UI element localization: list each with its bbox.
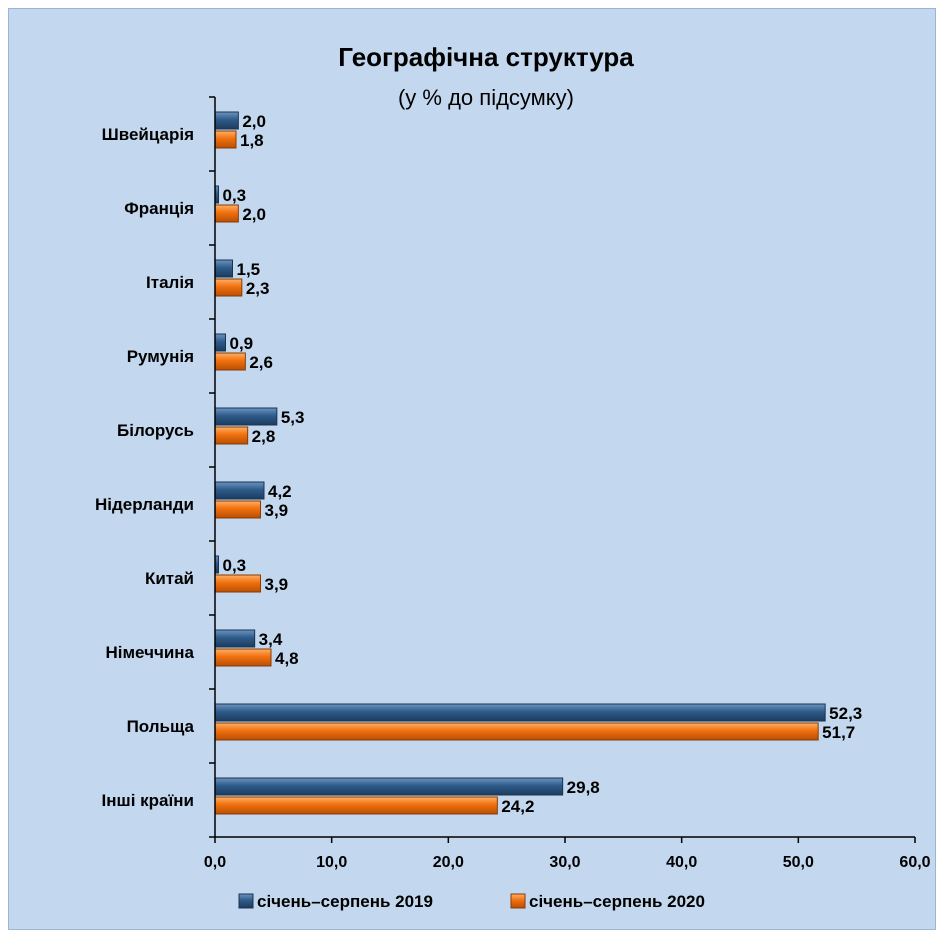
x-tick-label: 30,0	[549, 854, 580, 871]
bar-series-2020	[214, 204, 239, 223]
data-label: 1,5	[237, 260, 261, 279]
data-label: 2,0	[242, 205, 266, 224]
bar-series-2019	[214, 777, 564, 796]
bar-series-2020	[214, 278, 243, 297]
bar-series-2020	[214, 648, 272, 667]
x-tick-label: 60,0	[899, 854, 930, 871]
x-tick-label: 20,0	[433, 854, 464, 871]
category-label: Швейцарія	[102, 125, 194, 144]
x-tick-label: 40,0	[666, 854, 697, 871]
bar-series-2019	[214, 481, 265, 500]
chart-frame: Географічна структура (у % до підсумку) …	[8, 8, 936, 930]
bar-series-2020	[214, 500, 261, 519]
bar-series-2020	[214, 722, 819, 741]
category-label: Білорусь	[117, 421, 194, 440]
legend-label: січень–серпень 2020	[529, 892, 705, 911]
bar-series-2019	[214, 333, 226, 352]
bar-series-2020	[214, 130, 237, 149]
category-label: Франція	[124, 199, 194, 218]
legend-swatch	[510, 893, 526, 909]
category-label: Польща	[127, 717, 195, 736]
x-tick-label: 0,0	[204, 854, 226, 871]
chart-subtitle: (у % до підсумку)	[398, 85, 574, 110]
data-label: 1,8	[240, 131, 264, 150]
bar-series-2019	[214, 407, 278, 426]
bar-series-2020	[214, 426, 249, 445]
data-label: 4,8	[275, 649, 299, 668]
data-label: 3,9	[265, 501, 289, 520]
category-label: Італія	[146, 273, 194, 292]
category-label: Інші країни	[102, 791, 194, 810]
legend-label: січень–серпень 2019	[257, 892, 433, 911]
legend: січень–серпень 2019 січень–серпень 2020	[238, 892, 705, 911]
category-label: Нідерланди	[95, 495, 194, 514]
category-label: Німеччина	[105, 643, 194, 662]
data-label: 0,3	[223, 556, 247, 575]
bar-series-2020	[214, 352, 246, 371]
data-label: 4,2	[268, 482, 292, 501]
data-label: 2,6	[249, 353, 273, 372]
plot-area: Швейцарія2,01,8Франція0,32,0Італія1,52,3…	[95, 96, 931, 871]
chart-title: Географічна структура	[338, 42, 634, 72]
data-label: 29,8	[567, 778, 600, 797]
bar-series-2019	[214, 703, 826, 722]
data-label: 5,3	[281, 408, 305, 427]
data-label: 24,2	[501, 797, 534, 816]
data-label: 2,8	[252, 427, 276, 446]
x-tick-label: 50,0	[783, 854, 814, 871]
data-label: 0,9	[230, 334, 254, 353]
data-label: 0,3	[223, 186, 247, 205]
bar-chart: Географічна структура (у % до підсумку) …	[95, 42, 931, 911]
bar-series-2020	[214, 796, 498, 815]
data-label: 2,3	[246, 279, 270, 298]
data-label: 3,9	[265, 575, 289, 594]
bar-series-2019	[214, 259, 233, 278]
legend-swatch	[238, 893, 254, 909]
x-tick-label: 10,0	[316, 854, 347, 871]
data-label: 2,0	[242, 112, 266, 131]
data-label: 51,7	[822, 723, 855, 742]
bar-series-2020	[214, 574, 261, 593]
category-label: Румунія	[127, 347, 194, 366]
data-label: 3,4	[259, 630, 283, 649]
data-label: 52,3	[829, 704, 862, 723]
category-label: Китай	[145, 569, 194, 588]
bar-series-2019	[214, 111, 239, 130]
bar-series-2019	[214, 629, 256, 648]
